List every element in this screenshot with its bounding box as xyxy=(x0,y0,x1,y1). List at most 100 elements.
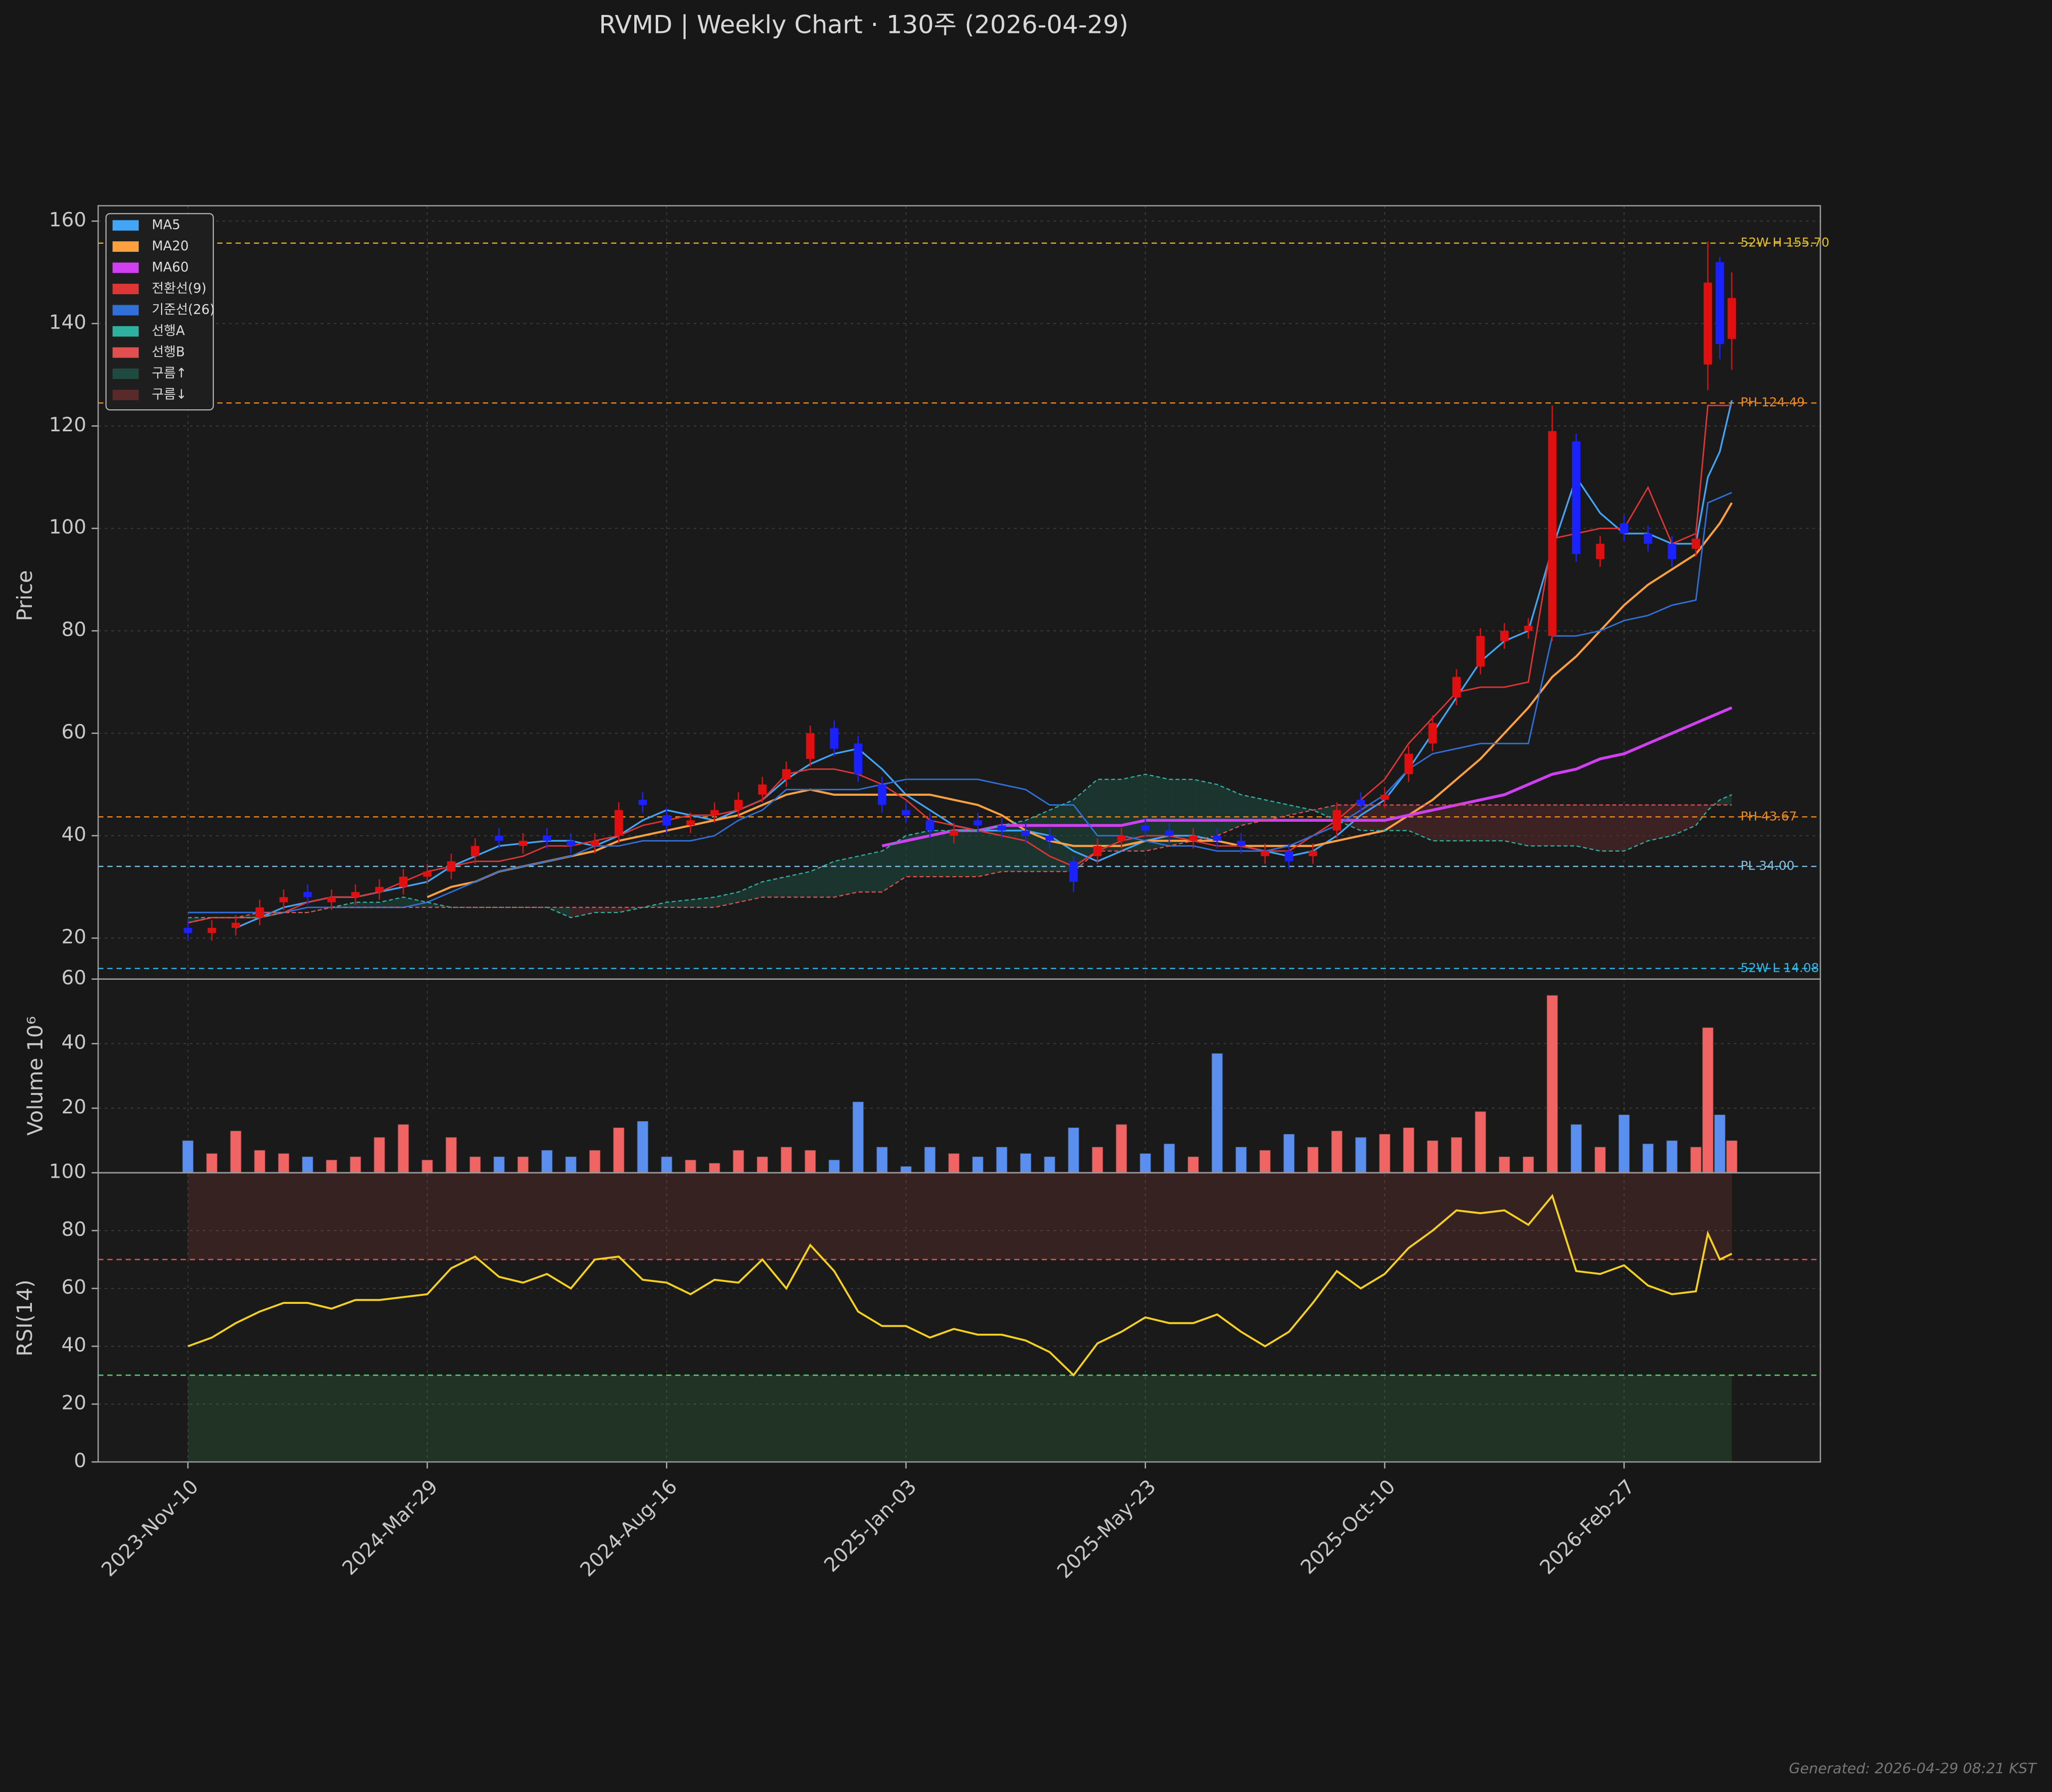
candle-body xyxy=(1332,810,1341,831)
candle-body xyxy=(1476,636,1485,667)
legend-swatch xyxy=(112,220,139,231)
candle-body xyxy=(638,800,647,805)
candle-body xyxy=(1668,543,1677,559)
cloud xyxy=(1600,805,1624,851)
volume-bar xyxy=(709,1163,721,1173)
cloud xyxy=(953,830,978,877)
candle-body xyxy=(375,887,384,893)
candle-body xyxy=(1069,861,1078,882)
volume-bar xyxy=(1307,1146,1319,1173)
volume-bar xyxy=(1403,1127,1415,1173)
footnote: Generated: 2026-04-29 08:21 KST xyxy=(1789,1760,2037,1777)
plot-area: 2023-Nov-10 2024-Mar-29 2024-Aug-16 2025-Ja… xyxy=(49,205,1830,1583)
rsi-line xyxy=(187,1194,1732,1377)
cloud xyxy=(1576,805,1600,851)
candle-body xyxy=(1727,298,1736,339)
candle-body xyxy=(590,841,599,846)
candle-body xyxy=(1356,800,1365,805)
volume-bar xyxy=(1355,1137,1367,1173)
legend-label: MA20 xyxy=(152,239,188,254)
volume-bar xyxy=(350,1156,362,1173)
volume-bar xyxy=(972,1156,984,1173)
cloud xyxy=(977,825,1002,877)
volume-bar xyxy=(613,1127,625,1173)
candle-body xyxy=(1308,851,1317,857)
volume-bar xyxy=(1666,1140,1678,1173)
volume-bar xyxy=(589,1150,601,1173)
legend-swatch xyxy=(112,347,139,358)
candle-body xyxy=(566,841,575,846)
cloud xyxy=(1241,794,1265,826)
reference-label: PH 43.67 xyxy=(1740,809,1797,823)
volume-bar xyxy=(1187,1156,1199,1173)
y-tick-label: 20 xyxy=(61,1095,86,1118)
legend-swatch xyxy=(112,241,139,252)
line xyxy=(187,804,1732,923)
volume-bar xyxy=(996,1146,1008,1173)
volume-bar xyxy=(1379,1133,1391,1173)
candle-body xyxy=(303,892,312,897)
volume-bar xyxy=(1211,1053,1223,1173)
volume-bar xyxy=(1163,1143,1175,1173)
cloud xyxy=(1049,800,1074,872)
overbought-zone xyxy=(187,1173,1732,1260)
volume-bar xyxy=(565,1156,577,1173)
volume-bar xyxy=(1714,1114,1726,1173)
volume-bar xyxy=(780,1146,792,1173)
y-axis-label: Volume 10⁶ xyxy=(23,1016,47,1136)
oversold-zone xyxy=(187,1375,1732,1462)
cloud xyxy=(1480,805,1504,841)
candle-body xyxy=(902,810,911,815)
volume-bar xyxy=(828,1159,840,1173)
legend-label: MA60 xyxy=(152,260,188,275)
reference-label: PL 34.00 xyxy=(1740,859,1794,873)
candle-body xyxy=(1620,523,1629,534)
cloud xyxy=(1456,805,1481,841)
y-tick-label: 60 xyxy=(61,720,86,743)
candle-body xyxy=(519,841,528,846)
volume-bar xyxy=(182,1140,194,1173)
candle-body xyxy=(255,907,264,918)
candle-body xyxy=(231,922,240,928)
legend-swatch xyxy=(112,284,139,295)
cloud xyxy=(1121,774,1145,851)
candle-body xyxy=(614,810,623,836)
y-tick-label: 40 xyxy=(61,1334,86,1357)
candle-body xyxy=(1703,282,1712,365)
volume-bar xyxy=(1235,1146,1247,1173)
candle-body xyxy=(1500,631,1509,641)
cloud xyxy=(1169,779,1193,846)
cloud xyxy=(1001,820,1026,872)
candle-body xyxy=(1524,625,1533,631)
candle-body xyxy=(973,820,982,826)
candle-body xyxy=(351,892,360,897)
candle-body xyxy=(184,927,192,933)
volume-bar xyxy=(1570,1124,1582,1173)
candle-body xyxy=(878,784,887,805)
cloud xyxy=(594,907,619,913)
cloud xyxy=(1552,805,1576,846)
y-tick-label: 60 xyxy=(61,966,86,989)
volume-bar xyxy=(661,1156,673,1173)
cloud xyxy=(1265,800,1289,821)
volume-bar xyxy=(637,1120,649,1173)
candle-body xyxy=(1165,830,1174,836)
candle-body xyxy=(1021,830,1030,836)
candle-body xyxy=(1404,753,1413,774)
volume-bar xyxy=(1331,1130,1343,1173)
candle-body xyxy=(997,825,1006,831)
volume-bar xyxy=(1139,1153,1151,1173)
volume-bar xyxy=(804,1150,816,1173)
candle-body xyxy=(1691,538,1700,549)
y-tick-label: 0 xyxy=(74,1449,86,1472)
y-tick-label: 140 xyxy=(49,311,86,334)
volume-bar xyxy=(1642,1143,1654,1173)
cloud xyxy=(379,897,403,907)
reference-label: PH 124.49 xyxy=(1740,395,1805,409)
line xyxy=(882,706,1733,848)
candle-body xyxy=(1715,262,1724,344)
volume-bar xyxy=(493,1156,505,1173)
volume-bar xyxy=(517,1156,529,1173)
cloud xyxy=(1672,805,1696,836)
